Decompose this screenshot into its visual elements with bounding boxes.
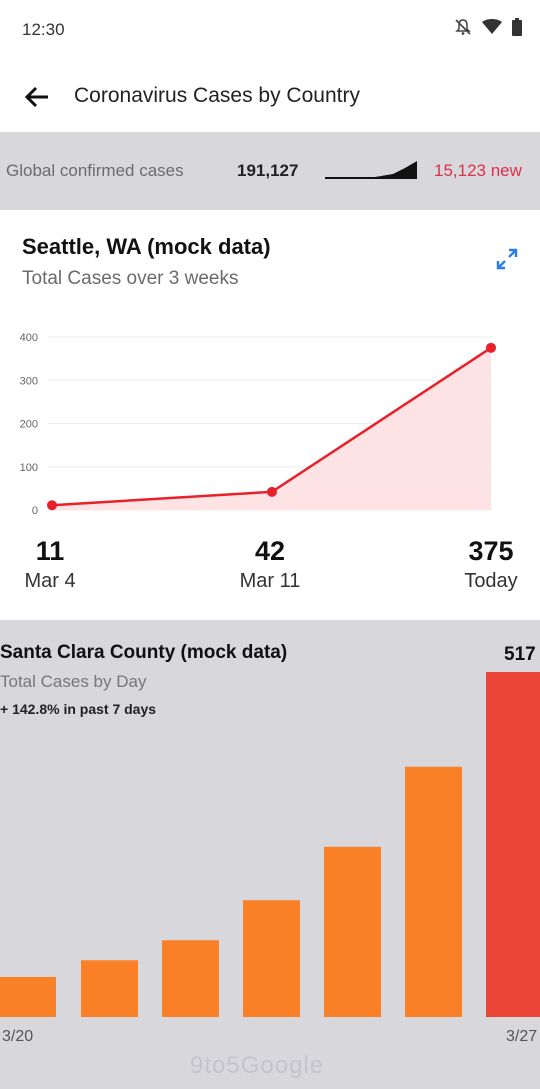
santa-clara-growth: + 142.8% in past 7 days bbox=[0, 701, 157, 717]
santa-clara-bar-chart: 3/20 3/27 517 bbox=[0, 644, 540, 1045]
bell-off-icon bbox=[455, 19, 471, 35]
bar bbox=[162, 940, 219, 1017]
arrow-left-icon[interactable] bbox=[22, 82, 52, 112]
stat-value: 375 bbox=[468, 536, 514, 566]
y-tick-label: 400 bbox=[20, 332, 38, 344]
y-tick-label: 100 bbox=[20, 462, 38, 474]
battery-icon bbox=[512, 18, 522, 36]
bar bbox=[0, 976, 56, 1017]
stat-label: Mar 11 bbox=[239, 570, 301, 592]
status-icons bbox=[454, 18, 522, 36]
area-fill bbox=[52, 347, 491, 510]
y-tick-label: 0 bbox=[32, 505, 38, 517]
seattle-card-title: Seattle, WA (mock data) bbox=[22, 234, 271, 259]
wifi-icon bbox=[482, 19, 502, 34]
stat-today: 375 Today bbox=[450, 536, 532, 593]
stat-mar4: 11 Mar 4 bbox=[20, 536, 80, 593]
global-sparkline bbox=[325, 161, 417, 179]
stat-value: 11 bbox=[35, 536, 65, 566]
bar bbox=[324, 846, 381, 1017]
y-tick-label: 300 bbox=[20, 375, 38, 387]
stat-value: 42 bbox=[254, 536, 286, 566]
expand-icon[interactable] bbox=[494, 246, 520, 272]
y-tick-label: 200 bbox=[20, 419, 38, 431]
status-bar: 12:30 bbox=[0, 0, 540, 60]
x-tick-label: 3/27 bbox=[506, 1028, 537, 1045]
seattle-card[interactable]: Seattle, WA (mock data) Total Cases over… bbox=[0, 210, 540, 620]
app-bar: Coronavirus Cases by Country bbox=[0, 60, 540, 132]
global-cases-total: 191,127 bbox=[237, 161, 299, 180]
global-cases-label: Global confirmed cases bbox=[6, 161, 184, 180]
data-point bbox=[47, 500, 57, 511]
data-point bbox=[267, 486, 277, 497]
page-title: Coronavirus Cases by Country bbox=[74, 84, 360, 107]
watermark: 9to5Google bbox=[190, 1052, 325, 1079]
santa-clara-card[interactable]: 3/20 3/27 517 Santa Clara County (mock dat… bbox=[0, 620, 540, 1089]
seattle-card-subtitle: Total Cases over 3 weeks bbox=[22, 268, 239, 289]
bar bbox=[486, 672, 540, 1017]
santa-clara-card-subtitle: Total Cases by Day bbox=[0, 672, 147, 691]
stat-mar11: 42 Mar 11 bbox=[222, 536, 318, 593]
bar-value-label: 517 bbox=[504, 644, 536, 665]
bar bbox=[81, 960, 138, 1017]
stat-label: Today bbox=[464, 570, 518, 592]
global-summary-bar: Global confirmed cases 191,127 15,123 ne… bbox=[0, 132, 540, 210]
bar bbox=[243, 900, 300, 1017]
bar bbox=[405, 766, 462, 1017]
status-time: 12:30 bbox=[22, 20, 65, 39]
x-tick-label: 3/20 bbox=[2, 1028, 33, 1045]
stat-label: Mar 4 bbox=[24, 570, 76, 592]
data-point bbox=[486, 342, 496, 353]
global-new-cases: 15,123 new bbox=[434, 161, 522, 180]
seattle-line-chart: 0 100 200 300 400 bbox=[20, 332, 496, 517]
santa-clara-card-title: Santa Clara County (mock data) bbox=[0, 642, 288, 663]
